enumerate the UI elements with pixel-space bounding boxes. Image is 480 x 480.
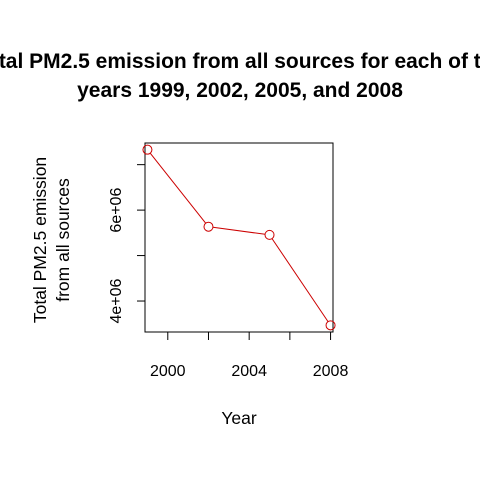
series-line-segment [271, 238, 329, 322]
x-tick-label: 2000 [150, 363, 186, 380]
y-axis-label-line-2: from all sources [53, 178, 73, 302]
chart-title-line-1: Total PM2.5 emission from all sources fo… [0, 50, 480, 73]
x-tick-label: 2008 [313, 363, 349, 380]
y-tick-label: 4e+06 [108, 278, 125, 323]
series-line-segment [149, 152, 207, 224]
data-point [325, 320, 336, 331]
chart-title-line-2: years 1999, 2002, 2005, and 2008 [77, 79, 403, 102]
y-axis-label-line-1: Total PM2.5 emission [30, 157, 50, 323]
data-point [203, 221, 214, 232]
series-layer [142, 144, 336, 331]
data-point [142, 144, 153, 155]
data-point [264, 229, 275, 240]
series-line-segment [212, 226, 266, 235]
y-axis: 4e+06 6e+06 [108, 164, 146, 323]
x-tick-label: 2004 [231, 363, 267, 380]
x-axis-label: Year [221, 408, 257, 428]
y-tick-label: 6e+06 [108, 188, 125, 233]
x-axis: 2000 2004 2008 [150, 331, 349, 380]
